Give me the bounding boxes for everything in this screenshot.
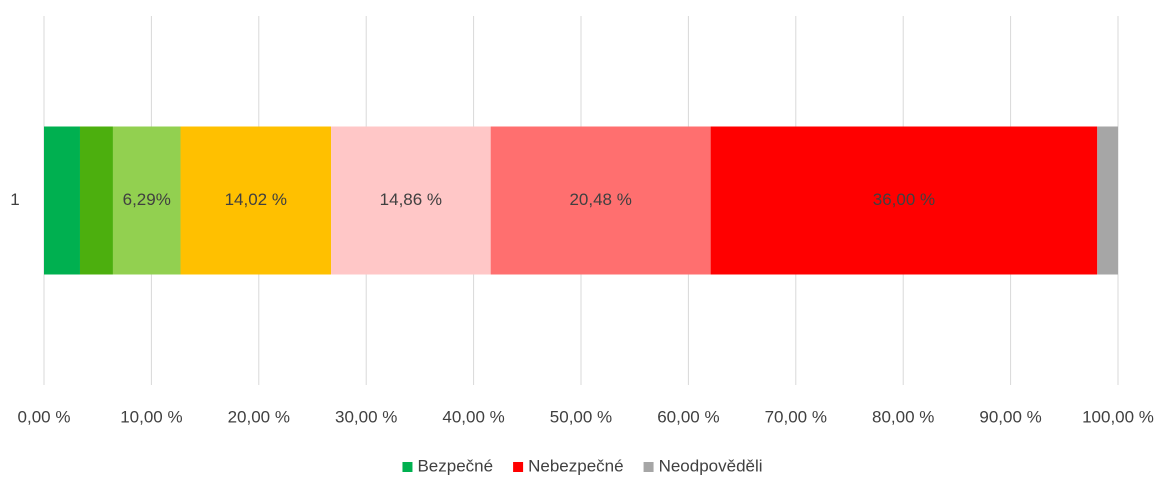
x-tick-label: 60,00 % <box>657 407 719 426</box>
data-label: 20,48 % <box>569 190 631 209</box>
x-tick-label: 90,00 % <box>979 407 1041 426</box>
x-tick-label: 20,00 % <box>228 407 290 426</box>
data-label: 36,00 % <box>873 190 935 209</box>
bar-segment <box>112 126 181 275</box>
legend-swatch <box>402 462 413 472</box>
x-tick-label: 10,00 % <box>120 407 182 426</box>
legend-label: Nebezpečné <box>528 456 623 475</box>
bar-segment <box>331 126 491 275</box>
bar-segment <box>710 126 1098 275</box>
x-tick-label: 0,00 % <box>18 407 71 426</box>
y-tick-label: 1 <box>10 190 19 209</box>
bar-segment <box>180 126 332 275</box>
bar-segment <box>1097 126 1118 275</box>
x-tick-label: 50,00 % <box>550 407 612 426</box>
x-tick-label: 80,00 % <box>872 407 934 426</box>
bar-segment <box>79 126 113 275</box>
x-tick-label: 100,00 % <box>1082 407 1154 426</box>
data-label: 6,29% <box>123 190 171 209</box>
x-tick-label: 30,00 % <box>335 407 397 426</box>
x-tick-label: 40,00 % <box>442 407 504 426</box>
bar-segment <box>490 126 711 275</box>
legend-swatch <box>643 462 654 472</box>
legend-label: Neodpověděli <box>659 456 763 475</box>
bar-segment <box>44 126 80 275</box>
legend-label: Bezpečné <box>417 456 493 475</box>
data-label: 14,02 % <box>225 190 287 209</box>
legend-swatch <box>513 462 524 472</box>
x-tick-label: 70,00 % <box>765 407 827 426</box>
data-label: 14,86 % <box>380 190 442 209</box>
